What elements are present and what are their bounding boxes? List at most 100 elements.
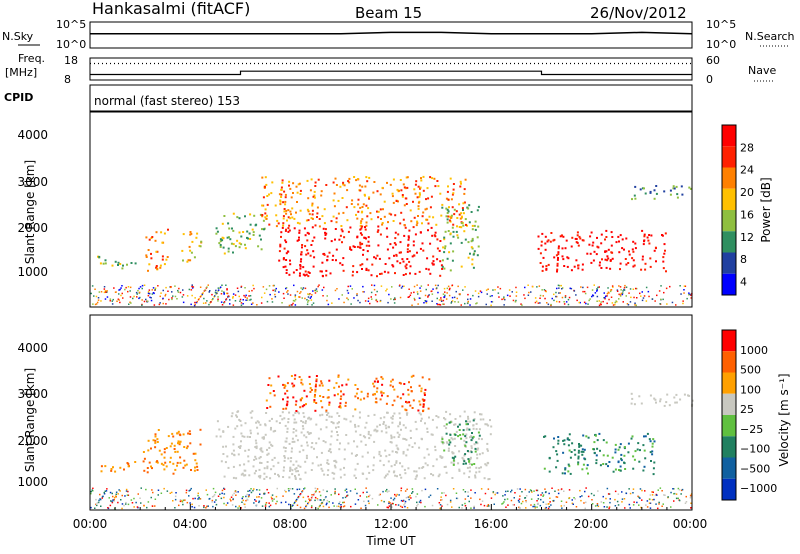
heat-cell xyxy=(427,295,430,297)
heat-cell xyxy=(127,286,130,288)
heat-cell xyxy=(265,183,268,186)
heat-cell xyxy=(477,295,480,298)
heat-cell xyxy=(295,185,298,188)
heat-cell xyxy=(112,466,114,469)
heat-cell xyxy=(255,457,258,460)
heat-cell xyxy=(196,469,199,471)
heat-cell xyxy=(223,302,225,304)
heat-cell xyxy=(418,446,421,449)
heat-cell xyxy=(260,248,263,251)
heat-cell xyxy=(223,293,225,295)
heat-cell xyxy=(537,302,540,304)
heat-cell xyxy=(638,395,641,398)
heat-cell xyxy=(307,296,310,298)
heat-cell xyxy=(371,263,374,266)
heat-cell xyxy=(419,193,421,196)
heat-cell xyxy=(567,444,570,447)
heat-cell xyxy=(291,207,294,210)
heat-cell xyxy=(473,443,476,446)
heat-cell xyxy=(418,412,421,415)
heat-cell xyxy=(151,236,154,238)
heat-cell xyxy=(530,291,532,293)
heat-cell xyxy=(284,200,287,203)
heat-cell xyxy=(473,505,475,508)
heat-cell xyxy=(606,506,608,508)
heat-cell xyxy=(636,448,639,451)
heat-cell xyxy=(121,503,124,505)
heat-cell xyxy=(260,447,263,450)
heat-cell xyxy=(199,245,202,248)
heat-cell xyxy=(655,401,657,404)
heat-cell xyxy=(602,495,604,498)
heat-cell xyxy=(252,231,255,234)
heat-cell xyxy=(123,468,125,471)
heat-cell xyxy=(395,444,398,447)
heat-cell xyxy=(385,227,388,230)
heat-cell xyxy=(624,468,627,470)
heat-cell xyxy=(520,502,523,505)
heat-cell xyxy=(328,379,331,382)
heat-cell xyxy=(320,382,323,385)
heat-cell xyxy=(230,415,233,418)
heat-cell xyxy=(330,494,332,496)
heat-cell xyxy=(341,263,344,266)
heat-cell xyxy=(460,215,463,218)
heat-cell xyxy=(439,274,442,277)
heat-cell xyxy=(404,273,407,276)
heat-cell xyxy=(275,502,277,505)
heat-cell xyxy=(249,213,252,216)
heat-cell xyxy=(468,459,471,462)
heat-cell xyxy=(274,296,277,298)
cpid-frame xyxy=(89,84,693,112)
heat-cell xyxy=(434,185,437,188)
heat-cell xyxy=(100,291,103,293)
heat-cell xyxy=(528,291,530,294)
heat-cell xyxy=(155,266,158,269)
heat-cell xyxy=(494,289,496,291)
heat-cell xyxy=(305,457,308,460)
heat-cell xyxy=(544,507,547,510)
heat-cell xyxy=(245,495,247,498)
heat-cell xyxy=(463,454,466,457)
heat-cell xyxy=(251,289,253,292)
heat-cell xyxy=(418,400,421,403)
heat-cell xyxy=(287,457,290,460)
heat-cell xyxy=(219,286,222,288)
heat-cell xyxy=(392,385,394,388)
heat-cell xyxy=(413,188,416,191)
heat-cell xyxy=(145,256,148,258)
heat-cell xyxy=(557,489,560,491)
heat-cell xyxy=(474,220,477,223)
heat-cell xyxy=(235,477,238,480)
heat-cell xyxy=(639,488,642,490)
heat-cell xyxy=(293,217,296,220)
heat-cell xyxy=(278,193,281,196)
heat-cell xyxy=(161,258,164,261)
heat-cell xyxy=(321,469,324,472)
heat-cell xyxy=(535,489,538,492)
heat-cell xyxy=(234,427,237,430)
heat-cell xyxy=(431,293,434,295)
heat-cell xyxy=(261,505,264,507)
heat-cell xyxy=(412,240,415,243)
heat-cell xyxy=(312,302,315,304)
heat-cell xyxy=(394,298,396,301)
heat-cell xyxy=(182,294,185,296)
heat-cell xyxy=(561,247,564,250)
heat-cell xyxy=(284,196,287,199)
heat-cell xyxy=(460,437,463,440)
heat-cell xyxy=(481,500,484,502)
heat-cell xyxy=(384,424,387,427)
heat-cell xyxy=(593,451,596,454)
heat-cell xyxy=(438,473,441,476)
heat-cell xyxy=(443,303,445,305)
heat-cell xyxy=(515,286,517,289)
heat-cell xyxy=(478,434,481,437)
heat-cell xyxy=(437,303,439,306)
heat-cell xyxy=(602,439,605,442)
heat-cell xyxy=(114,495,117,497)
heat-cell xyxy=(417,303,419,305)
heat-cell xyxy=(359,433,362,436)
heat-cell xyxy=(409,265,412,268)
